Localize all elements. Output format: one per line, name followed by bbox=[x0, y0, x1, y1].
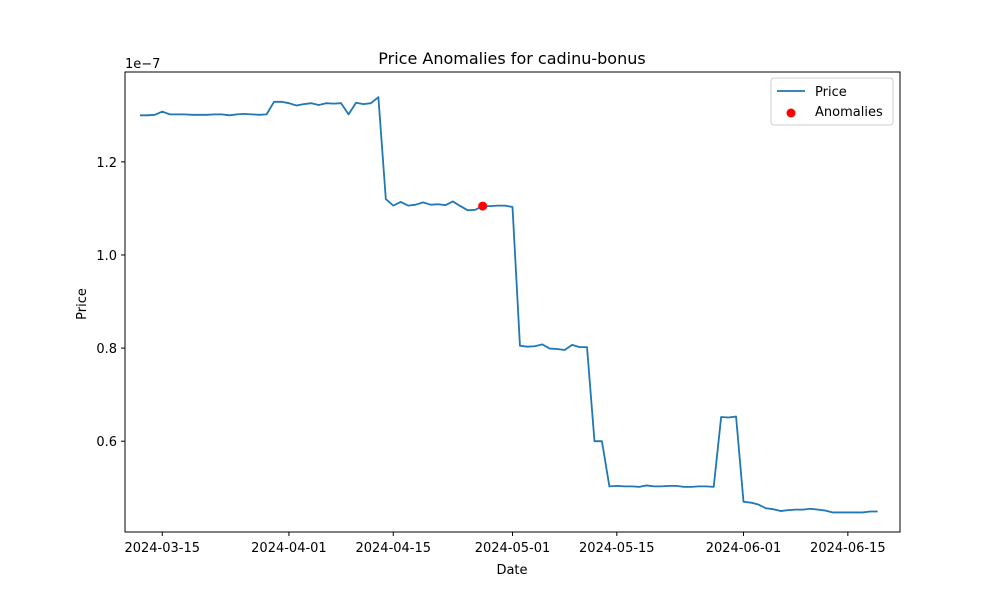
y-tick-label: 1.0 bbox=[96, 249, 117, 264]
y-tick-label: 0.6 bbox=[96, 435, 117, 450]
x-tick-label: 2024-04-15 bbox=[355, 541, 431, 556]
x-tick-label: 2024-05-15 bbox=[579, 541, 655, 556]
axes-frame bbox=[124, 71, 901, 533]
legend-price-label: Price bbox=[815, 85, 847, 100]
legend-box bbox=[770, 77, 894, 126]
y-axis-label: Price bbox=[75, 288, 90, 320]
x-tick-label: 2024-04-01 bbox=[251, 541, 327, 556]
plot-area bbox=[139, 96, 878, 514]
x-axis-label: Date bbox=[496, 563, 527, 578]
chart-title: Price Anomalies for cadinu-bonus bbox=[378, 49, 645, 68]
y-axis-ticks: 0.6 0.8 1.0 1.2 bbox=[96, 156, 125, 450]
anomaly-point bbox=[478, 201, 488, 211]
x-tick-label: 2024-06-01 bbox=[706, 541, 782, 556]
x-axis-ticks: 2024-03-15 2024-04-01 2024-04-15 2024-05-01… bbox=[124, 532, 886, 556]
price-series-line bbox=[139, 96, 878, 514]
y-tick-label: 0.8 bbox=[96, 342, 117, 357]
y-tick-label: 1.2 bbox=[96, 156, 117, 171]
legend-anomalies-label: Anomalies bbox=[815, 105, 883, 120]
y-offset-label: 1e−7 bbox=[125, 57, 160, 72]
legend-anomaly-marker-swatch bbox=[786, 108, 796, 118]
x-tick-label: 2024-03-15 bbox=[124, 541, 200, 556]
x-tick-label: 2024-06-15 bbox=[810, 541, 886, 556]
legend: Price Anomalies bbox=[770, 77, 894, 126]
x-tick-label: 2024-05-01 bbox=[475, 541, 551, 556]
